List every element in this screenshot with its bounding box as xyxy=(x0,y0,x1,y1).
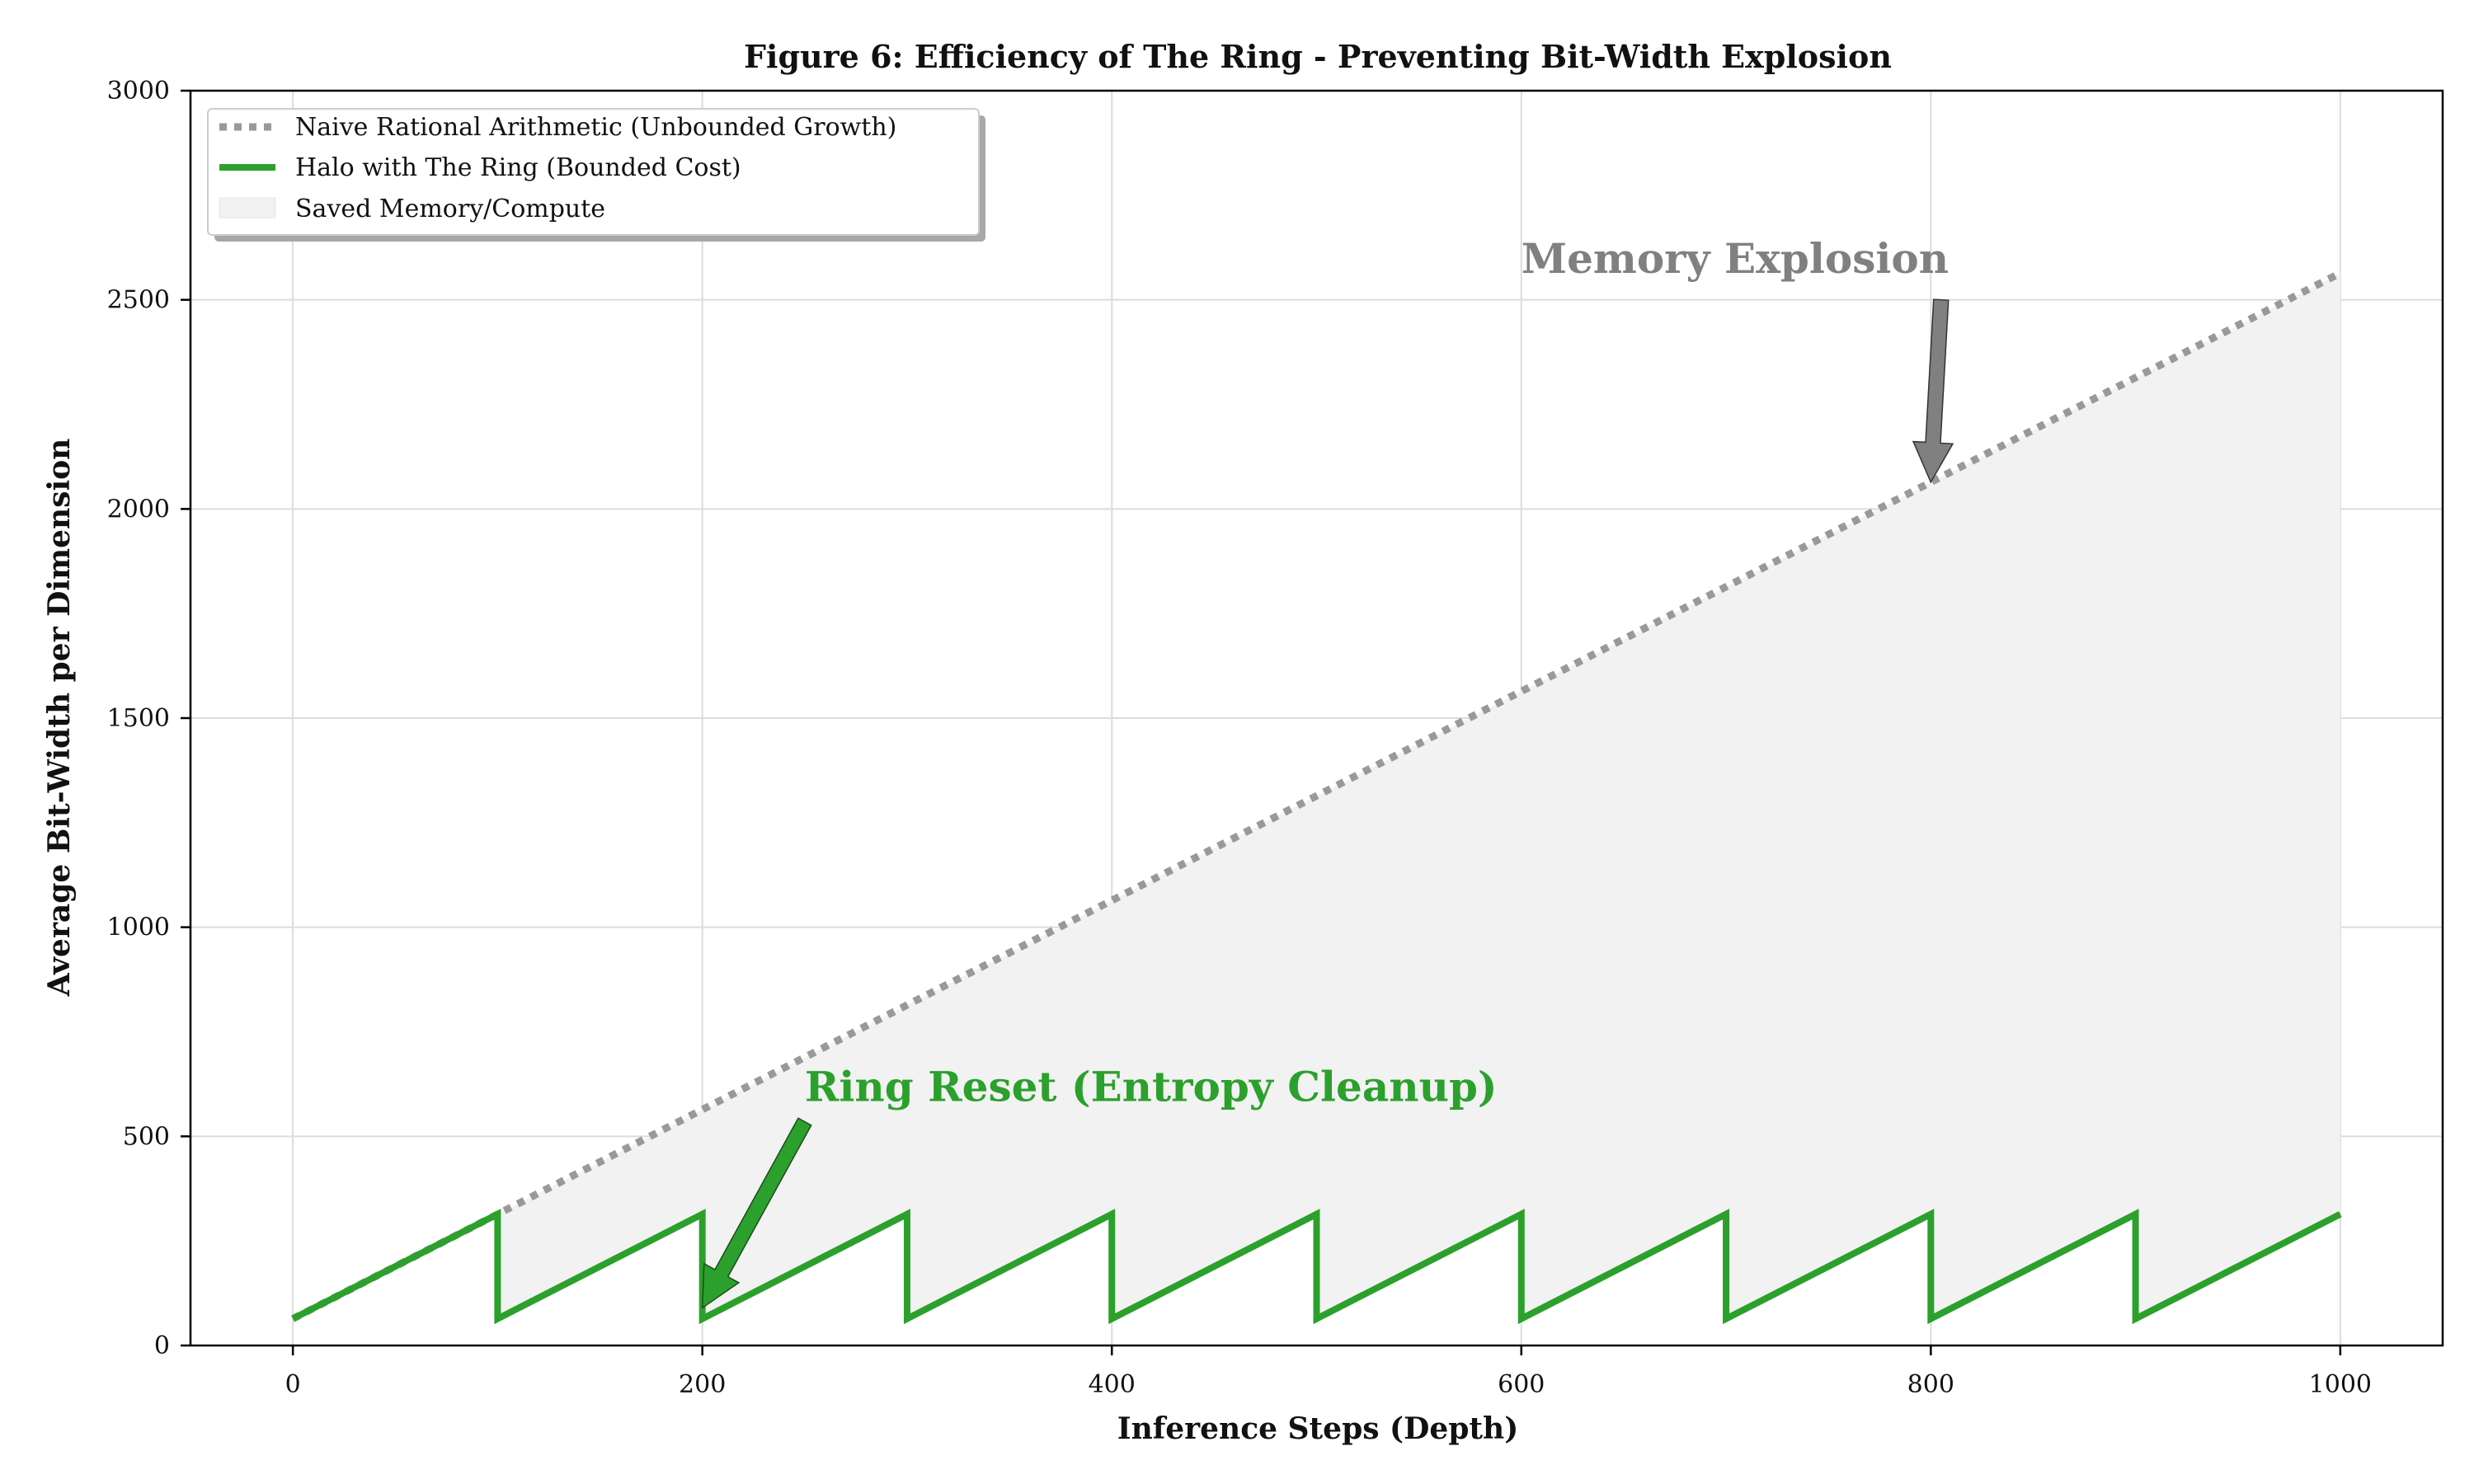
y-tick-label: 1000 xyxy=(107,913,170,942)
x-tick-label: 800 xyxy=(1907,1370,1954,1399)
legend: Naive Rational Arithmetic (Unbounded Gro… xyxy=(207,108,985,242)
x-axis-label: Inference Steps (Depth) xyxy=(1117,1411,1518,1446)
x-tick-label: 400 xyxy=(1089,1370,1136,1399)
y-tick-label: 2500 xyxy=(107,286,170,315)
x-tick-label: 200 xyxy=(679,1370,726,1399)
annotation-memory-explosion: Memory Explosion xyxy=(1522,234,1949,283)
legend-label-fill: Saved Memory/Compute xyxy=(295,195,605,223)
annotation-arrow-ring xyxy=(701,1117,812,1309)
legend-label-naive: Naive Rational Arithmetic (Unbounded Gro… xyxy=(295,113,896,142)
y-tick-label: 0 xyxy=(154,1331,170,1360)
legend-swatch-fill xyxy=(219,197,276,218)
chart-title: Figure 6: Efficiency of The Ring - Preve… xyxy=(744,38,1892,75)
y-tick-label: 2000 xyxy=(107,495,170,524)
y-axis-label: Average Bit-Width per Dimension xyxy=(42,439,77,998)
series-line-halo xyxy=(291,1209,2342,1325)
annotation-ring-reset: Ring Reset (Entropy Cleanup) xyxy=(805,1062,1498,1111)
y-tick-label: 500 xyxy=(123,1122,170,1151)
legend-label-halo: Halo with The Ring (Bounded Cost) xyxy=(295,153,741,182)
legend-box xyxy=(207,108,980,236)
x-tick-label: 600 xyxy=(1498,1370,1545,1399)
series-line-naive xyxy=(291,270,2342,1322)
x-tick-label: 1000 xyxy=(2309,1370,2372,1399)
y-tick-label: 1500 xyxy=(107,704,170,733)
x-axis-ticks: 0 200 400 600 800 1000 xyxy=(285,1345,2372,1399)
annotation-arrow-memory xyxy=(1912,298,1954,484)
x-tick-label: 0 xyxy=(285,1370,301,1399)
y-tick-label: 3000 xyxy=(107,77,170,106)
y-axis-ticks: 0 500 1000 1500 2000 2500 3000 xyxy=(107,77,190,1360)
